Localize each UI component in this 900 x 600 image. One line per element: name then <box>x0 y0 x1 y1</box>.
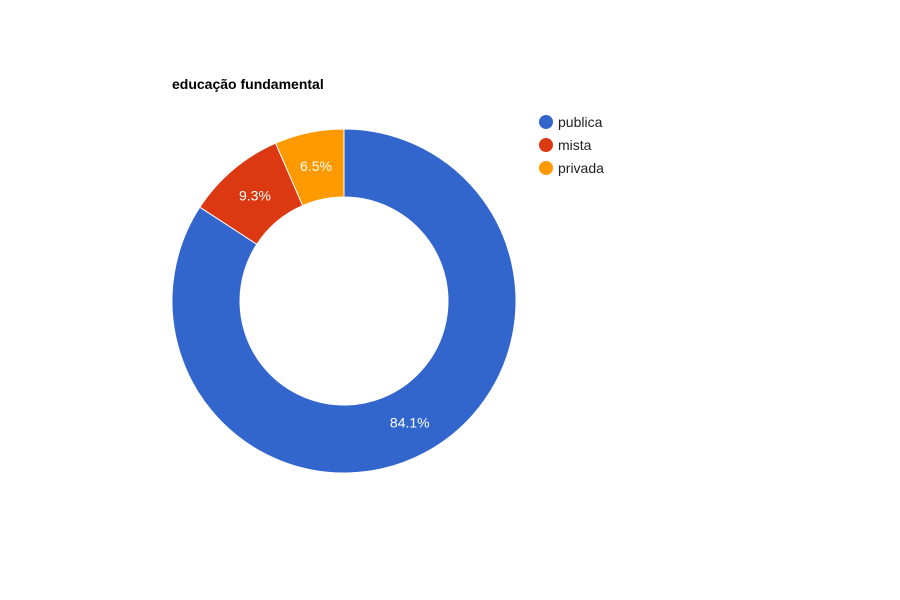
slices-group <box>171 128 517 474</box>
legend-label-privada[interactable]: privada <box>558 160 604 176</box>
slice-label-publica: 84.1% <box>390 414 430 430</box>
legend-label-mista[interactable]: mista <box>558 137 592 153</box>
slice-privada[interactable] <box>274 128 345 207</box>
slice-labels-group: 84.1% 9.3% 6.5% <box>239 158 430 430</box>
legend: publica mista privada <box>539 114 604 176</box>
legend-label-publica[interactable]: publica <box>558 114 603 130</box>
legend-marker-privada <box>539 161 553 175</box>
slice-label-mista: 9.3% <box>239 188 271 204</box>
chart-title: educação fundamental <box>172 76 324 92</box>
slice-label-privada: 6.5% <box>300 158 332 174</box>
slice-publica[interactable] <box>171 128 517 474</box>
legend-marker-publica <box>539 115 553 129</box>
legend-marker-mista <box>539 138 553 152</box>
